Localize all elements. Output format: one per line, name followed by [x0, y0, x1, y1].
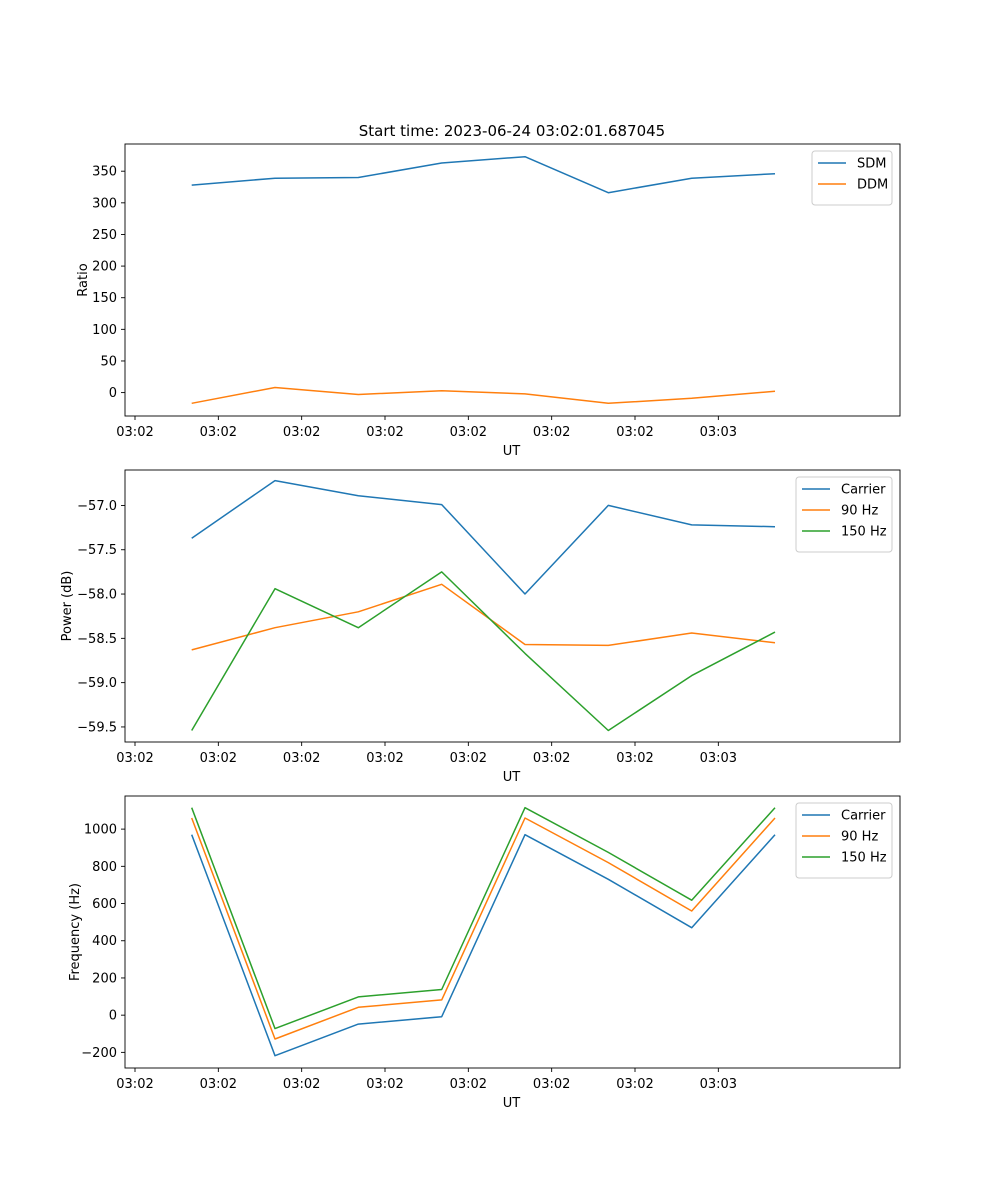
frequency-legend-label-carrier: Carrier	[841, 809, 886, 824]
power-series-150-hz-line	[191, 571, 776, 732]
power-series-90-hz-line	[191, 583, 776, 651]
ratio-y-tick-label: 150	[92, 291, 117, 306]
frequency-panel: 03:02 03:02 03:02 03:02 03:02 03:02 03:02 03:03…	[68, 795, 901, 1111]
power-y-tick-label: −58.0	[77, 588, 117, 603]
ratio-y-tick-label: 200	[92, 260, 117, 275]
power-x-axis-label: UT	[503, 770, 521, 785]
frequency-y-tick-label: 1000	[84, 823, 117, 838]
figure-title: Start time: 2023-06-24 03:02:01.687045	[359, 122, 665, 140]
power-legend-label-150-hz: 150 Hz	[841, 525, 887, 540]
frequency-series-carrier-line	[190, 833, 776, 1057]
frequency-y-tick-label: 600	[92, 897, 117, 912]
frequency-x-tick-label: 03:03	[700, 1077, 737, 1092]
ratio-x-axis-label: UT	[503, 444, 521, 459]
power-legend-label-carrier: Carrier	[841, 483, 886, 498]
frequency-y-tick-label: 0	[109, 1009, 117, 1024]
power-x-tick-label: 03:02	[616, 751, 653, 766]
ratio-x-tick-label: 03:02	[200, 425, 237, 440]
ratio-series-sdm-line	[191, 155, 776, 194]
power-y-axis-label: Power (dB)	[60, 571, 75, 642]
power-axes-frame	[124, 469, 901, 743]
frequency-series-150-hz-line	[190, 806, 776, 1030]
ratio-legend	[811, 150, 893, 206]
ratio-legend-label-sdm: SDM	[857, 157, 886, 172]
power-x-tick-label: 03:02	[450, 751, 487, 766]
frequency-legend-label-90-hz: 90 Hz	[841, 830, 878, 845]
ratio-x-tick-label: 03:02	[116, 425, 153, 440]
power-y-tick-label: −59.5	[77, 720, 117, 735]
frequency-x-tick-label: 03:02	[533, 1077, 570, 1092]
ratio-x-tick-label: 03:02	[533, 425, 570, 440]
ratio-x-tick-label: 03:02	[616, 425, 653, 440]
power-x-tick-label: 03:03	[700, 751, 737, 766]
frequency-x-axis-label: UT	[503, 1096, 521, 1111]
frequency-x-tick-label: 03:02	[450, 1077, 487, 1092]
frequency-y-tick-label: 800	[92, 860, 117, 875]
power-series-carrier-line	[191, 479, 776, 595]
power-y-tick-label: −57.0	[77, 499, 117, 514]
power-panel: 03:02 03:02 03:02 03:02 03:02 03:02 03:02 03:03…	[60, 469, 901, 785]
ratio-series-ddm-line	[191, 386, 776, 405]
frequency-x-tick-label: 03:02	[200, 1077, 237, 1092]
ratio-y-tick-label: 350	[92, 165, 117, 180]
ratio-y-tick-label: 50	[100, 354, 117, 369]
frequency-x-tick-label: 03:02	[366, 1077, 403, 1092]
power-x-tick-label: 03:02	[366, 751, 403, 766]
frequency-axes-frame	[124, 795, 901, 1069]
ratio-y-tick-label: 250	[92, 228, 117, 243]
frequency-y-tick-label: −200	[81, 1046, 117, 1061]
ratio-x-tick-label: 03:03	[700, 425, 737, 440]
frequency-x-tick-label: 03:02	[283, 1077, 320, 1092]
frequency-series-90-hz-line	[190, 817, 776, 1040]
ratio-y-axis-label: Ratio	[76, 263, 91, 296]
power-x-tick-label: 03:02	[200, 751, 237, 766]
ratio-x-tick-label: 03:02	[450, 425, 487, 440]
ratio-x-tick-label: 03:02	[283, 425, 320, 440]
ratio-y-tick-label: 300	[92, 196, 117, 211]
frequency-y-axis-label: Frequency (Hz)	[68, 883, 83, 981]
ratio-y-tick-label: 0	[109, 386, 117, 401]
frequency-y-tick-label: 200	[92, 971, 117, 986]
ratio-panel: 03:02 03:02 03:02 03:02 03:02 03:02 03:02 03:03…	[76, 143, 901, 459]
ratio-axes-frame	[124, 143, 901, 417]
power-x-tick-label: 03:02	[116, 751, 153, 766]
power-y-tick-label: −59.0	[77, 676, 117, 691]
power-x-tick-label: 03:02	[283, 751, 320, 766]
ratio-y-tick-label: 100	[92, 323, 117, 338]
power-y-tick-label: −57.5	[77, 543, 117, 558]
frequency-x-tick-label: 03:02	[116, 1077, 153, 1092]
power-legend-label-90-hz: 90 Hz	[841, 504, 878, 519]
power-y-tick-label: −58.5	[77, 632, 117, 647]
frequency-legend	[795, 802, 893, 879]
ratio-x-tick-label: 03:02	[366, 425, 403, 440]
power-x-tick-label: 03:02	[533, 751, 570, 766]
frequency-legend-label-150-hz: 150 Hz	[841, 851, 887, 866]
ratio-legend-label-ddm: DDM	[857, 178, 888, 193]
frequency-x-tick-label: 03:02	[616, 1077, 653, 1092]
power-legend	[795, 476, 893, 553]
frequency-y-tick-label: 400	[92, 934, 117, 949]
